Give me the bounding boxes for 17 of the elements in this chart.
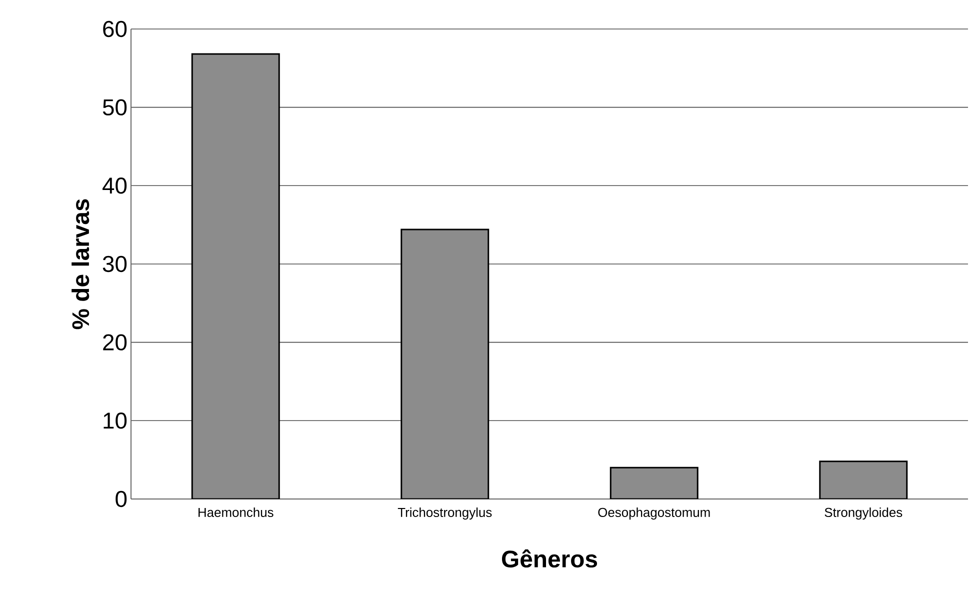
x-tick-label: Oesophagostomum — [598, 508, 710, 520]
y-tick-label: 10 — [104, 412, 127, 429]
x-tick-label: Strongyloides — [824, 508, 902, 520]
bar — [191, 53, 280, 499]
x-axis-title: Gêneros — [502, 549, 598, 568]
bar — [819, 460, 908, 499]
y-tick-label: 0 — [116, 490, 127, 508]
y-tick-label: 50 — [102, 99, 127, 116]
x-tick-label: Trichostrongylus — [398, 508, 492, 520]
bar — [400, 228, 490, 499]
y-tick-label: 20 — [103, 334, 127, 350]
y-tick-label: 30 — [102, 256, 127, 272]
y-axis-title: % de larvas — [72, 199, 90, 330]
y-tick-label: 60 — [103, 20, 127, 38]
bar — [610, 466, 698, 499]
y-tick-label: 40 — [102, 178, 127, 194]
x-tick-label: Haemonchus — [198, 508, 274, 518]
